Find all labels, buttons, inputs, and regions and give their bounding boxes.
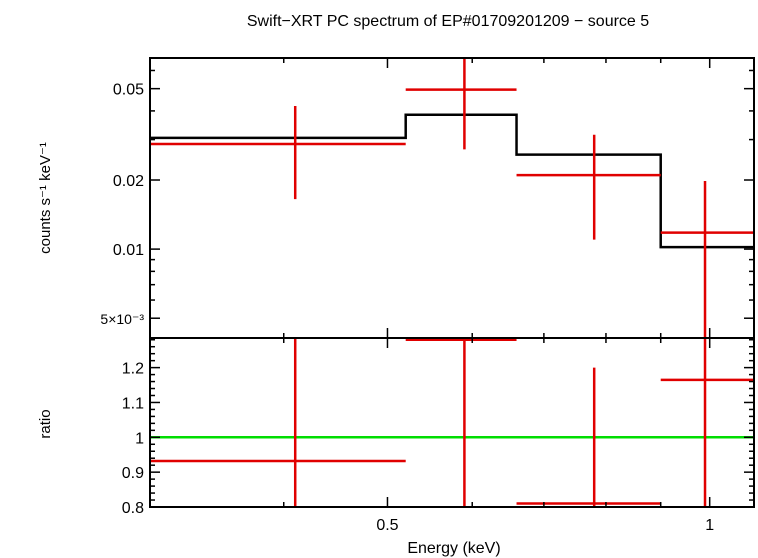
ratio-point-1 — [150, 338, 406, 507]
y-axis-label-ratio: ratio — [37, 409, 54, 438]
ratio-frame — [149, 337, 755, 508]
ratio-ytick-label-2: 0.9 — [122, 465, 144, 482]
ratio-panel: 0.8 0.9 1 1.1 1.2 0.5 1 — [122, 337, 755, 534]
ratio-point-4 — [660, 338, 754, 507]
ratio-ytick-label-3: 1 — [135, 430, 144, 447]
ratio-ytick-label-1: 0.8 — [122, 500, 144, 517]
spectrum-point-2 — [405, 58, 517, 150]
spectrum-ytick-label-1: 0.05 — [113, 82, 144, 99]
x-axis-label: Energy (keV) — [407, 540, 500, 557]
ratio-point-2 — [405, 338, 517, 507]
spectrum-ytick-label-4: 5×10⁻³ — [100, 311, 144, 327]
spectrum-panel: 0.05 0.02 0.01 5×10⁻³ — [100, 57, 755, 339]
ratio-point-3 — [516, 367, 661, 507]
spectrum-point-4 — [660, 181, 754, 338]
x-tick-label-2: 1 — [705, 517, 714, 534]
ratio-ytick-label-5: 1.2 — [122, 361, 144, 378]
ratio-ytick-label-4: 1.1 — [122, 395, 144, 412]
x-tick-label-1: 0.5 — [376, 517, 398, 534]
spectrum-ytick-label-3: 0.01 — [113, 242, 144, 259]
spectrum-ytick-label-2: 0.02 — [113, 173, 144, 190]
spectrum-point-1 — [150, 106, 406, 200]
model-histogram — [150, 113, 754, 249]
spectrum-frame — [149, 57, 755, 339]
spectrum-point-3 — [516, 134, 661, 240]
chart-title: Swift−XRT PC spectrum of EP#01709201209 … — [247, 13, 649, 30]
y-axis-label-spectrum: counts s⁻¹ keV⁻¹ — [37, 142, 54, 254]
